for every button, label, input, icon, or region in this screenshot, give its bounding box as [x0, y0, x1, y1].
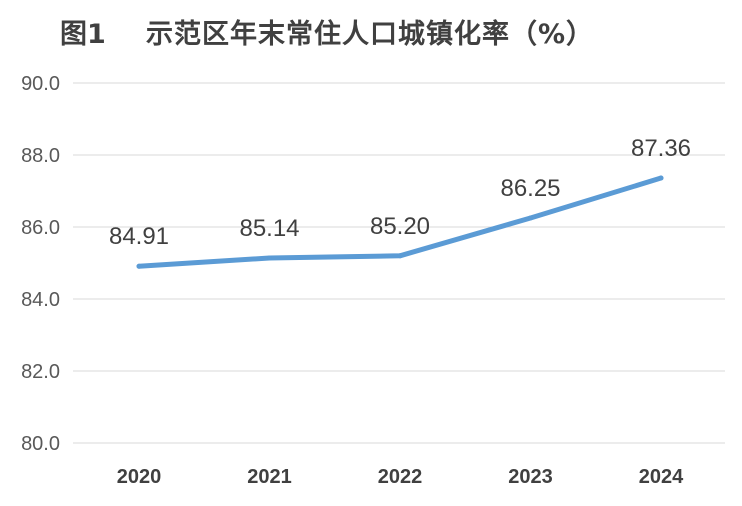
figure-label: 图1 — [60, 19, 106, 50]
data-point — [397, 253, 403, 259]
data-label: 85.20 — [370, 213, 430, 240]
data-point — [136, 263, 142, 269]
data-point — [528, 215, 533, 221]
data-label: 85.14 — [239, 215, 299, 242]
x-axis-ticks: 2020 2021 2022 2023 2024 — [117, 466, 684, 488]
data-label: 86.25 — [500, 175, 560, 202]
data-point — [267, 255, 272, 261]
y-tick-label: 82.0 — [21, 361, 60, 383]
title-text: 示范区年末常住人口城镇化率（%） — [146, 19, 595, 50]
data-point — [658, 175, 664, 181]
gridlines — [73, 82, 725, 444]
y-tick-label: 80.0 — [21, 433, 60, 455]
y-tick-label: 86.0 — [21, 217, 60, 239]
data-label: 87.36 — [631, 135, 691, 162]
x-tick-label: 2023 — [508, 466, 553, 488]
series-line-group — [136, 175, 664, 269]
x-tick-label: 2021 — [247, 466, 292, 488]
chart-title: 图1 示范区年末常住人口城镇化率（%） — [0, 8, 742, 52]
x-tick-label: 2022 — [378, 466, 423, 488]
y-tick-label: 88.0 — [21, 145, 60, 167]
y-tick-label: 90.0 — [21, 73, 60, 95]
data-label: 84.91 — [109, 223, 169, 250]
x-tick-label: 2020 — [117, 466, 162, 488]
x-tick-label: 2024 — [639, 466, 684, 488]
y-axis-ticks: 80.0 82.0 84.0 86.0 88.0 90.0 — [21, 73, 60, 455]
y-tick-label: 84.0 — [21, 289, 60, 311]
data-labels: 84.91 85.14 85.20 86.25 87.36 — [109, 135, 691, 250]
